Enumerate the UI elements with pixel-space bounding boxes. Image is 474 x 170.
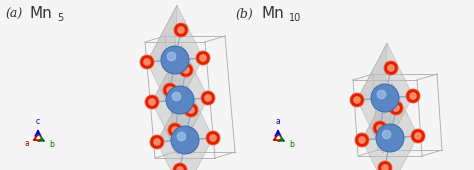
Circle shape (388, 65, 394, 71)
Text: b: b (289, 140, 294, 149)
Polygon shape (147, 5, 177, 62)
Circle shape (350, 93, 364, 107)
Text: 10: 10 (289, 13, 301, 23)
Circle shape (173, 163, 187, 170)
Circle shape (389, 101, 403, 115)
Circle shape (354, 97, 360, 103)
Circle shape (377, 125, 383, 131)
Polygon shape (157, 85, 187, 142)
Polygon shape (362, 83, 418, 140)
Circle shape (145, 95, 159, 109)
Circle shape (373, 121, 387, 135)
Polygon shape (157, 85, 213, 142)
Text: Mn: Mn (262, 6, 285, 21)
Circle shape (171, 126, 199, 154)
Circle shape (371, 84, 399, 112)
Text: b: b (49, 140, 54, 149)
Polygon shape (147, 58, 203, 115)
Circle shape (163, 83, 177, 97)
Circle shape (196, 51, 210, 65)
Circle shape (205, 95, 211, 101)
Circle shape (359, 137, 365, 143)
Circle shape (161, 46, 189, 74)
Circle shape (383, 130, 391, 139)
Circle shape (177, 167, 183, 170)
Circle shape (382, 165, 388, 170)
Circle shape (415, 133, 421, 139)
Circle shape (144, 59, 150, 65)
Circle shape (168, 123, 182, 137)
Polygon shape (157, 138, 213, 170)
Circle shape (188, 107, 194, 113)
Circle shape (166, 86, 194, 114)
Circle shape (384, 61, 398, 75)
Circle shape (206, 131, 220, 145)
Polygon shape (152, 45, 208, 102)
Circle shape (167, 87, 173, 93)
Circle shape (410, 93, 416, 99)
Circle shape (149, 99, 155, 105)
Circle shape (184, 103, 198, 117)
Text: a: a (25, 139, 29, 148)
Circle shape (355, 133, 369, 147)
Circle shape (183, 67, 189, 73)
Circle shape (377, 90, 386, 99)
Polygon shape (152, 98, 208, 155)
Circle shape (178, 27, 184, 33)
Circle shape (177, 132, 186, 141)
Circle shape (201, 91, 215, 105)
Polygon shape (357, 43, 413, 100)
Circle shape (200, 55, 206, 61)
Circle shape (150, 135, 164, 149)
Circle shape (167, 52, 176, 61)
Circle shape (378, 161, 392, 170)
Circle shape (411, 129, 425, 143)
Polygon shape (147, 5, 203, 62)
Circle shape (140, 55, 154, 69)
Circle shape (173, 92, 181, 101)
Polygon shape (362, 136, 418, 170)
Circle shape (376, 124, 404, 152)
Circle shape (174, 23, 188, 37)
Circle shape (210, 135, 216, 141)
Circle shape (406, 89, 420, 103)
Circle shape (393, 105, 399, 111)
Polygon shape (357, 96, 413, 153)
Polygon shape (362, 83, 392, 140)
Text: (a): (a) (5, 8, 22, 21)
Circle shape (154, 139, 160, 145)
Circle shape (179, 63, 193, 77)
Text: 5: 5 (57, 13, 63, 23)
Text: (b): (b) (235, 8, 253, 21)
Text: a: a (275, 117, 281, 126)
Circle shape (172, 127, 178, 133)
Polygon shape (152, 45, 182, 102)
Text: c: c (36, 117, 40, 126)
Polygon shape (357, 43, 387, 100)
Text: Mn: Mn (30, 6, 53, 21)
